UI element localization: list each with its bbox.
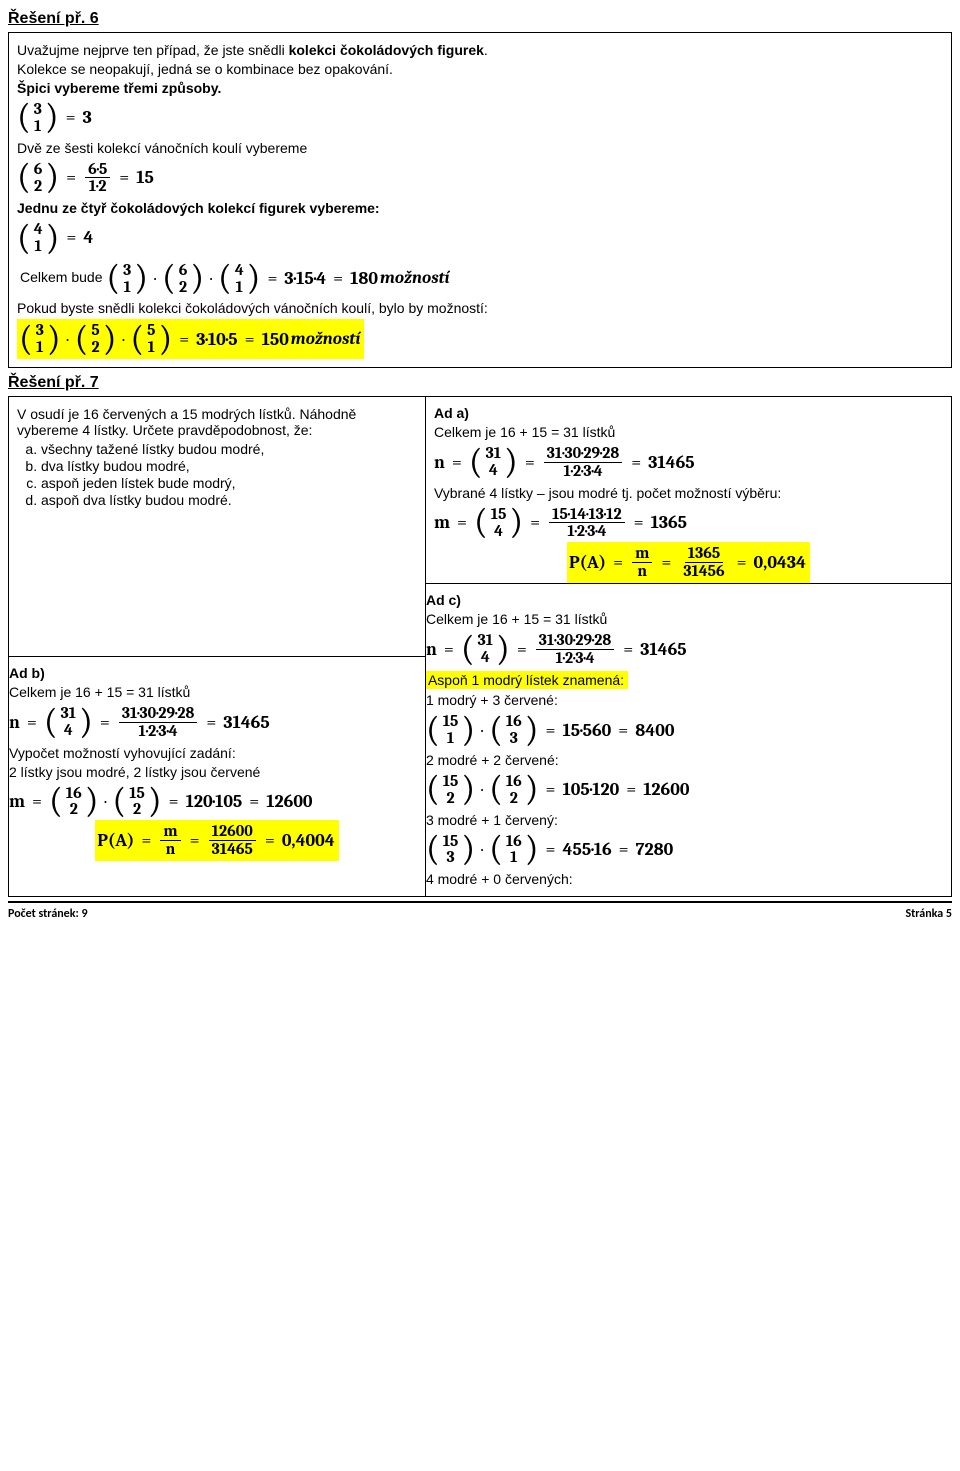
sec7-left: V osudí je 16 červených a 15 modrých lís… [9, 397, 426, 896]
sec6-b41: (41) =4 [17, 221, 93, 255]
sec7-intro: V osudí je 16 červených a 15 modrých lís… [17, 406, 417, 438]
sec6-p1: Uvažujme nejprve ten případ, že jste sně… [17, 42, 943, 58]
footer-right: Stránka 5 [905, 907, 952, 921]
footer-left: Počet stránek: 9 [8, 907, 88, 921]
sec7-item-b: dva lístky budou modré, [41, 458, 417, 474]
sec6-p2: Kolekce se neopakují, jedná se o kombina… [17, 61, 943, 77]
sec6-title: Řešení př. 6 [8, 10, 952, 28]
sec6-box: Uvažujme nejprve ten případ, že jste sně… [8, 32, 952, 368]
sec7-adc: Ad c) Celkem je 16 + 15 = 31 lístků n= (… [426, 583, 951, 887]
sec6-p5: Jednu ze čtyř čokoládových kolekcí figur… [17, 200, 943, 216]
adb-highlight: P(A)= mn = 1260031465 =0,4004 [95, 820, 338, 861]
sec6-p3: Špici vybereme třemi způsoby. [17, 80, 943, 96]
sec6-highlight: (31) · (52) · (51) =3·10·5 =150 možností [17, 319, 364, 359]
page-footer: Počet stránek: 9 Stránka 5 [8, 901, 952, 921]
sec6-b31: (31) =3 [17, 101, 92, 135]
sec7-ada: Ad a) Celkem je 16 + 15 = 31 lístků n= (… [434, 405, 943, 583]
sec7-right: Ad a) Celkem je 16 + 15 = 31 lístků n= (… [426, 397, 951, 896]
sec7-item-c: aspoň jeden lístek bude modrý, [41, 475, 417, 491]
ada-highlight: P(A)= mn = 136531456 =0,0434 [567, 542, 810, 583]
sec7-item-a: všechny tažené lístky budou modré, [41, 441, 417, 457]
sec7-title: Řešení př. 7 [8, 374, 952, 392]
sec7-item-d: aspoň dva lístky budou modré. [41, 492, 417, 508]
sec6-p4: Dvě ze šesti kolekcí vánočních koulí vyb… [17, 140, 943, 156]
sec6-celkem: Celkem bude (31) · (62) · (41) =3·15·4 =… [17, 260, 943, 298]
sec7-list: všechny tažené lístky budou modré, dva l… [41, 441, 417, 508]
sec6-b62: (62) = 6·51·2 =15 [17, 161, 154, 196]
sec7-adb: Ad b) Celkem je 16 + 15 = 31 lístků n= (… [9, 656, 425, 861]
sec7-grid: V osudí je 16 červených a 15 modrých lís… [8, 396, 952, 897]
sec6-p6: Pokud byste snědli kolekci čokoládových … [17, 300, 943, 316]
